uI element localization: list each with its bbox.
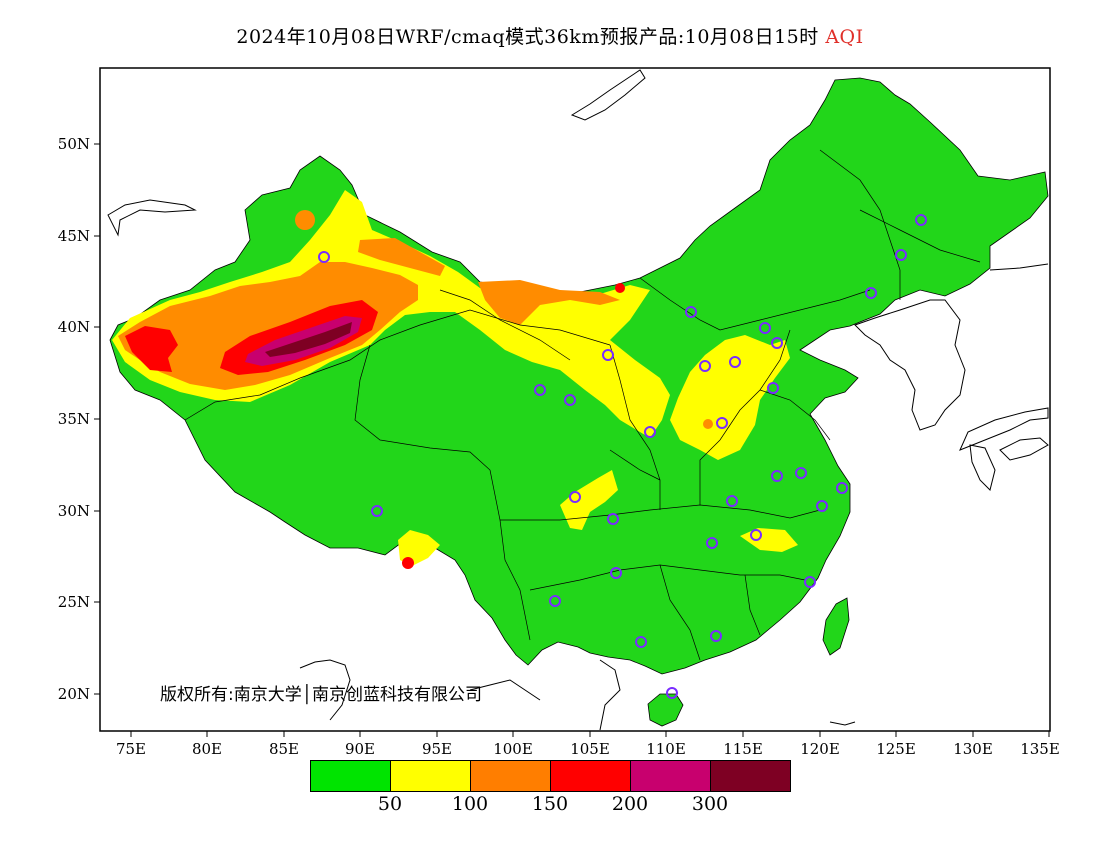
station-marker: [759, 322, 771, 334]
lat-labels: 50N 45N 40N 35N 30N 25N 20N: [58, 135, 90, 703]
lon-label: 100E: [493, 740, 533, 758]
legend-swatch: [711, 761, 790, 791]
legend-swatch: [471, 761, 551, 791]
aqi-moderate-tibet: [398, 530, 440, 566]
station-marker: [564, 394, 576, 406]
color-legend: [310, 760, 791, 792]
lat-label: 50N: [58, 135, 90, 153]
station-marker: [836, 482, 848, 494]
neighbour-coastlines: [107, 69, 1049, 731]
station-marker: [895, 249, 907, 261]
station-marker: [318, 251, 330, 263]
station-marker: [534, 384, 546, 396]
lon-labels: 75E 80E 85E 90E 95E 100E 105E 110E 115E …: [116, 740, 1060, 758]
lon-label: 115E: [723, 740, 763, 758]
aqi-usg-tarim: [118, 262, 418, 390]
taiwan-island: [822, 597, 850, 656]
lon-label: 135E: [1020, 740, 1060, 758]
station-marker: [706, 537, 718, 549]
lat-label: 30N: [58, 502, 90, 520]
province-boundaries: [184, 149, 981, 661]
lat-ticks: [94, 143, 100, 695]
station-marker: [816, 500, 828, 512]
station-marker: [610, 567, 622, 579]
legend-label: 50: [377, 793, 403, 815]
legend-swatch: [551, 761, 631, 791]
lon-label: 125E: [876, 740, 916, 758]
lon-label: 85E: [269, 740, 299, 758]
station-marker: [569, 491, 581, 503]
map-title: 2024年10月08日WRF/cmaq模式36km预报产品:10月08日15时 …: [0, 22, 1100, 49]
station-marker: [865, 287, 877, 299]
title-main: 2024年10月08日WRF/cmaq模式36km预报产品:10月08日15时: [236, 26, 819, 48]
title-variable: AQI: [825, 26, 864, 48]
legend-swatch: [391, 761, 471, 791]
legend-label: 100: [451, 793, 489, 815]
station-marker: [750, 529, 762, 541]
lon-label: 95E: [422, 740, 452, 758]
aqi-usg-dzungaria: [358, 238, 445, 276]
aqi-moderate-south: [740, 528, 798, 552]
aqi-hazardous: [265, 322, 352, 357]
aqi-usg-spot: [703, 419, 713, 429]
station-markers: [318, 214, 927, 699]
lon-label: 75E: [116, 740, 146, 758]
station-marker: [795, 467, 807, 479]
lon-label: 130E: [953, 740, 993, 758]
station-marker: [549, 595, 561, 607]
station-marker: [666, 687, 678, 699]
station-marker: [602, 349, 614, 361]
aqi-usg-north: [478, 280, 620, 325]
station-marker: [804, 576, 816, 588]
lon-label: 110E: [646, 740, 686, 758]
lat-label: 35N: [58, 410, 90, 428]
lon-label: 90E: [345, 740, 375, 758]
lon-label: 120E: [800, 740, 840, 758]
aqi-moderate-sichuan: [560, 470, 618, 530]
lon-ticks: [130, 731, 1050, 737]
station-marker: [685, 306, 697, 318]
legend-label: 200: [611, 793, 649, 815]
station-marker: [716, 417, 728, 429]
legend-label: 300: [691, 793, 729, 815]
station-marker: [767, 382, 779, 394]
station-marker: [915, 214, 927, 226]
station-marker: [635, 636, 647, 648]
aqi-usg-spot: [295, 210, 315, 230]
station-marker: [644, 426, 656, 438]
station-marker: [771, 470, 783, 482]
station-marker: [726, 495, 738, 507]
hainan-island: [647, 693, 684, 727]
lon-label: 80E: [192, 740, 222, 758]
station-marker: [607, 513, 619, 525]
legend-swatch: [631, 761, 711, 791]
aqi-unhealthy-spot: [615, 283, 625, 293]
station-marker: [710, 630, 722, 642]
copyright-credit: 版权所有:南京大学│南京创蓝科技有限公司: [160, 685, 482, 705]
lat-label: 45N: [58, 227, 90, 245]
station-marker: [371, 505, 383, 517]
lat-label: 20N: [58, 685, 90, 703]
legend-label: 150: [531, 793, 569, 815]
station-marker: [699, 360, 711, 372]
station-marker: [729, 356, 741, 368]
lon-label: 105E: [570, 740, 610, 758]
lat-label: 25N: [58, 593, 90, 611]
aqi-unhealthy-spot: [402, 557, 414, 569]
station-marker: [771, 337, 783, 349]
lat-label: 40N: [58, 318, 90, 336]
legend-swatch: [311, 761, 391, 791]
aqi-unhealthy-west: [125, 326, 178, 372]
